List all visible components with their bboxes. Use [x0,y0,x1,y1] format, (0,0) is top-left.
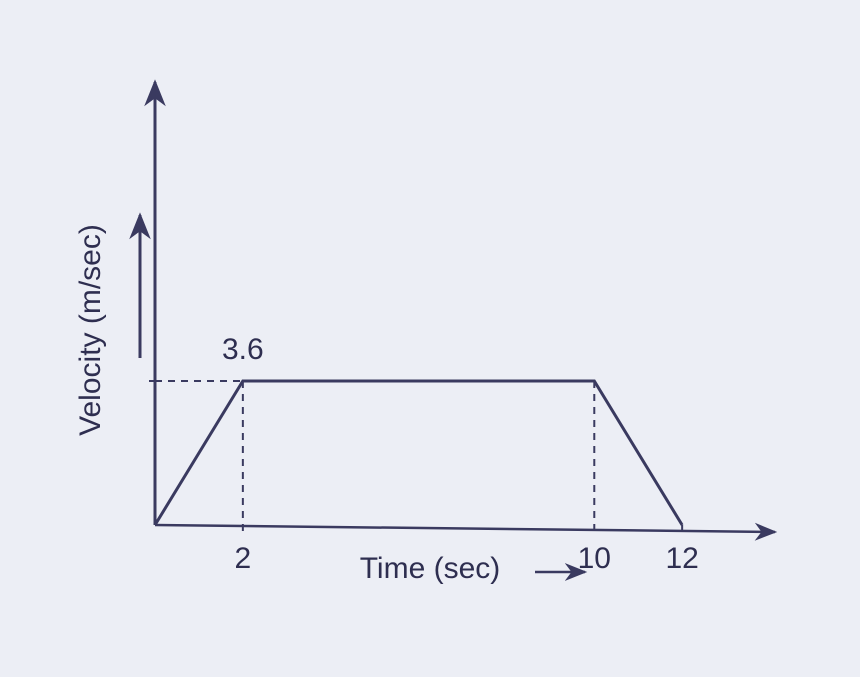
x-tick-label: 10 [578,542,611,575]
velocity-line [153,379,684,526]
y-axis-label: Velocity (m/sec) [74,224,107,436]
x-tick-label: 12 [665,542,698,575]
x-tick-label: 2 [235,542,252,575]
x-axis-label: Time (sec) [360,552,501,585]
y-tick-label: 3.6 [222,333,264,366]
x-axis [154,522,778,541]
